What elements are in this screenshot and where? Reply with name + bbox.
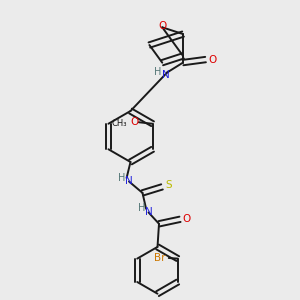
Text: Br: Br <box>154 253 165 263</box>
Text: S: S <box>165 180 172 190</box>
Text: H: H <box>154 67 162 77</box>
Text: N: N <box>125 176 133 186</box>
Text: H: H <box>118 172 126 183</box>
Text: CH₃: CH₃ <box>112 119 127 128</box>
Text: O: O <box>182 214 191 224</box>
Text: O: O <box>130 117 139 127</box>
Text: O: O <box>158 21 166 31</box>
Text: N: N <box>145 207 152 217</box>
Text: N: N <box>162 70 170 80</box>
Text: O: O <box>208 55 216 64</box>
Text: H: H <box>138 203 145 214</box>
